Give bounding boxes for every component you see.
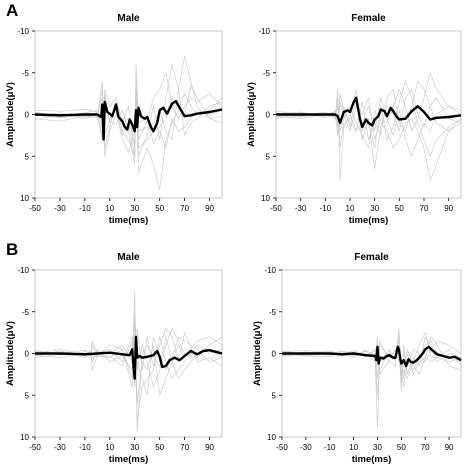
individual-trace	[34, 336, 223, 396]
y-tick-label: 10	[20, 194, 29, 203]
y-axis-label: Amplitude(μV)	[252, 321, 263, 386]
chart-title: Male	[117, 13, 140, 24]
individual-trace	[275, 80, 462, 157]
x-tick-label: -10	[79, 443, 91, 452]
x-tick-label: -30	[300, 443, 312, 452]
y-tick-label: 0	[25, 350, 30, 359]
x-tick-label: -30	[295, 204, 307, 213]
x-tick-label: 50	[155, 204, 164, 213]
y-tick-label: 5	[25, 152, 30, 161]
individual-trace	[34, 336, 223, 421]
y-axis-label: Amplitude(μV)	[5, 321, 16, 386]
x-tick-label: -10	[324, 443, 336, 452]
individual-trace	[34, 64, 223, 157]
x-tick-label: 50	[395, 204, 404, 213]
y-tick-label: -5	[22, 308, 30, 317]
y-tick-label: -5	[22, 69, 30, 78]
x-tick-label: -10	[320, 204, 332, 213]
y-tick-label: 5	[266, 152, 271, 161]
x-tick-label: 10	[349, 443, 358, 452]
x-tick-label: 90	[205, 204, 214, 213]
y-tick-label: -10	[258, 27, 270, 36]
individual-trace	[275, 80, 462, 140]
y-tick-label: 5	[272, 391, 277, 400]
x-tick-label: 10	[105, 204, 114, 213]
y-axis-label: Amplitude(μV)	[246, 82, 257, 147]
x-tick-label: 30	[370, 204, 379, 213]
x-tick-label: -50	[29, 204, 41, 213]
individual-trace	[275, 89, 462, 182]
x-axis-label: time(ms)	[352, 454, 392, 465]
x-axis-label: time(ms)	[109, 454, 149, 465]
individual-trace	[34, 93, 223, 191]
individual-trace	[275, 72, 462, 140]
y-tick-label: -10	[264, 266, 276, 275]
x-tick-label: 90	[205, 443, 214, 452]
y-tick-label: -10	[17, 27, 29, 36]
x-tick-label: 30	[130, 204, 139, 213]
x-tick-label: 50	[155, 443, 164, 452]
panel-letter-b: B	[6, 240, 19, 259]
x-tick-label: -10	[79, 204, 91, 213]
x-tick-label: 70	[420, 204, 429, 213]
chart-title: Female	[354, 252, 389, 263]
x-tick-label: -50	[270, 204, 282, 213]
y-tick-label: 10	[267, 433, 276, 442]
panel-letter-a: A	[6, 1, 19, 20]
y-axis-label: Amplitude(μV)	[5, 82, 16, 147]
y-tick-label: -5	[269, 308, 277, 317]
individual-trace	[275, 89, 462, 170]
y-tick-label: 5	[25, 391, 30, 400]
y-tick-label: 0	[25, 111, 30, 120]
grand-average-trace	[276, 96, 462, 129]
y-tick-label: -10	[17, 266, 29, 275]
individual-trace	[34, 290, 223, 434]
chart-title: Male	[117, 252, 140, 263]
x-tick-label: -30	[54, 443, 66, 452]
x-axis-label: time(ms)	[109, 215, 149, 226]
x-axis-label: time(ms)	[349, 215, 389, 226]
y-tick-label: 10	[20, 433, 29, 442]
individual-trace	[34, 319, 223, 404]
y-tick-label: 10	[261, 194, 270, 203]
x-tick-label: 90	[444, 204, 453, 213]
grand-average-trace	[34, 99, 223, 141]
x-tick-label: 90	[445, 443, 454, 452]
x-tick-label: -30	[54, 204, 66, 213]
individual-trace	[281, 332, 462, 396]
x-tick-label: -50	[276, 443, 288, 452]
x-tick-label: 70	[180, 443, 189, 452]
x-tick-label: 10	[105, 443, 114, 452]
x-tick-label: 30	[130, 443, 139, 452]
x-tick-label: 10	[346, 204, 355, 213]
chart-title: Female	[351, 13, 386, 24]
y-tick-label: 0	[266, 111, 271, 120]
individual-trace	[34, 55, 223, 165]
y-tick-label: 0	[272, 350, 277, 359]
x-tick-label: -50	[29, 443, 41, 452]
x-tick-label: 70	[180, 204, 189, 213]
x-tick-label: 50	[397, 443, 406, 452]
grand-average-trace	[35, 335, 223, 380]
y-tick-label: -5	[263, 69, 271, 78]
x-tick-label: 30	[373, 443, 382, 452]
x-tick-label: 70	[421, 443, 430, 452]
grand-average-trace	[282, 345, 462, 368]
